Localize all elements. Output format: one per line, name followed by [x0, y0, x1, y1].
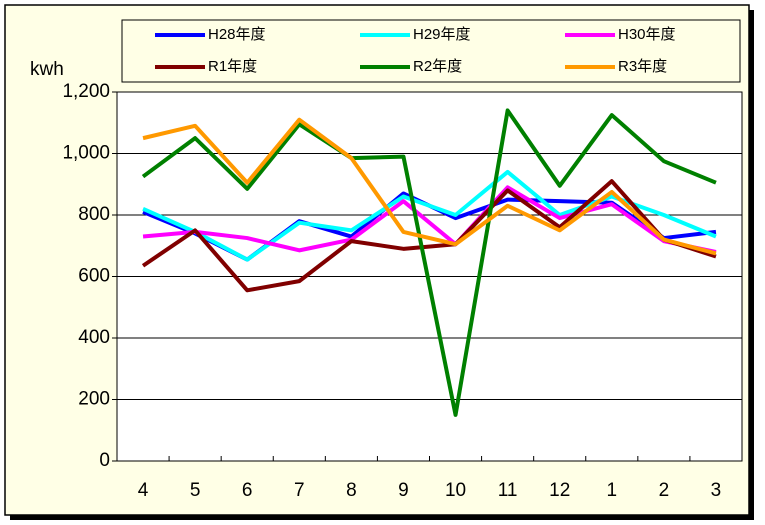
x-tick-label: 9	[398, 480, 409, 501]
x-tick-label: 8	[346, 480, 357, 501]
series-line	[142, 117, 717, 256]
series-line	[141, 108, 717, 417]
y-tick-label: 1,000	[62, 143, 110, 164]
series-line	[142, 185, 717, 254]
legend-label: H30年度	[618, 26, 676, 43]
x-tick-label: 7	[294, 480, 305, 501]
x-tick-label: 6	[242, 480, 253, 501]
y-tick-label: 800	[78, 204, 110, 225]
x-tick-label: 2	[659, 480, 670, 501]
x-tick-label: 1	[607, 480, 618, 501]
y-axis-label: kwh	[30, 59, 64, 80]
y-tick-label: 600	[78, 266, 110, 287]
y-tick-label: 0	[99, 450, 110, 471]
y-tick-label: 200	[78, 389, 110, 410]
series-line	[141, 179, 717, 293]
legend-box	[121, 19, 741, 83]
x-tick-label: 3	[711, 480, 722, 501]
x-tick-label: 10	[445, 480, 466, 501]
x-tick-label: 4	[138, 480, 149, 501]
legend-label: H29年度	[413, 26, 471, 43]
legend-label: R3年度	[618, 58, 667, 75]
x-tick-label: 11	[498, 480, 518, 501]
y-tick-label: 400	[78, 327, 110, 348]
y-tick-label: 1,200	[62, 81, 110, 102]
x-tick-label: 5	[190, 480, 201, 501]
legend-label: R1年度	[208, 58, 257, 75]
legend-label: R2年度	[413, 58, 462, 75]
x-tick-label: 12	[549, 480, 570, 501]
legend-label: H28年度	[208, 26, 266, 43]
